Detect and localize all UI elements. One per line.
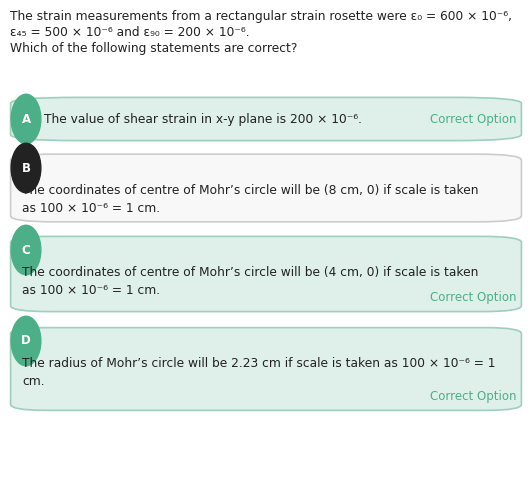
Text: The radius of Mohr’s circle will be 2.23 cm if scale is taken as 100 × 10⁻⁶ = 1: The radius of Mohr’s circle will be 2.23… bbox=[22, 357, 495, 370]
Circle shape bbox=[11, 94, 41, 144]
Text: The coordinates of centre of Mohr’s circle will be (8 cm, 0) if scale is taken: The coordinates of centre of Mohr’s circ… bbox=[22, 184, 478, 197]
Circle shape bbox=[11, 225, 41, 275]
Text: Which of the following statements are correct?: Which of the following statements are co… bbox=[10, 42, 297, 55]
Text: cm.: cm. bbox=[22, 375, 45, 388]
FancyBboxPatch shape bbox=[11, 154, 521, 222]
Text: as 100 × 10⁻⁶ = 1 cm.: as 100 × 10⁻⁶ = 1 cm. bbox=[22, 202, 160, 215]
Text: B: B bbox=[21, 162, 30, 174]
Text: The value of shear strain in x-y plane is 200 × 10⁻⁶.: The value of shear strain in x-y plane i… bbox=[44, 112, 362, 126]
Text: Correct Option: Correct Option bbox=[429, 291, 516, 304]
Text: The coordinates of centre of Mohr’s circle will be (4 cm, 0) if scale is taken: The coordinates of centre of Mohr’s circ… bbox=[22, 266, 478, 279]
Text: Correct Option: Correct Option bbox=[429, 390, 516, 403]
Text: The strain measurements from a rectangular strain rosette were ε₀ = 600 × 10⁻⁶,: The strain measurements from a rectangul… bbox=[10, 10, 512, 23]
Text: as 100 × 10⁻⁶ = 1 cm.: as 100 × 10⁻⁶ = 1 cm. bbox=[22, 284, 160, 297]
Text: C: C bbox=[22, 243, 30, 257]
Text: Correct Option: Correct Option bbox=[429, 112, 516, 126]
Text: D: D bbox=[21, 335, 31, 348]
Circle shape bbox=[11, 143, 41, 193]
FancyBboxPatch shape bbox=[11, 327, 521, 410]
FancyBboxPatch shape bbox=[11, 98, 521, 141]
Text: A: A bbox=[21, 112, 30, 126]
Text: ε₄₅ = 500 × 10⁻⁶ and ε₉₀ = 200 × 10⁻⁶.: ε₄₅ = 500 × 10⁻⁶ and ε₉₀ = 200 × 10⁻⁶. bbox=[10, 26, 250, 39]
Circle shape bbox=[11, 316, 41, 366]
FancyBboxPatch shape bbox=[11, 237, 521, 312]
